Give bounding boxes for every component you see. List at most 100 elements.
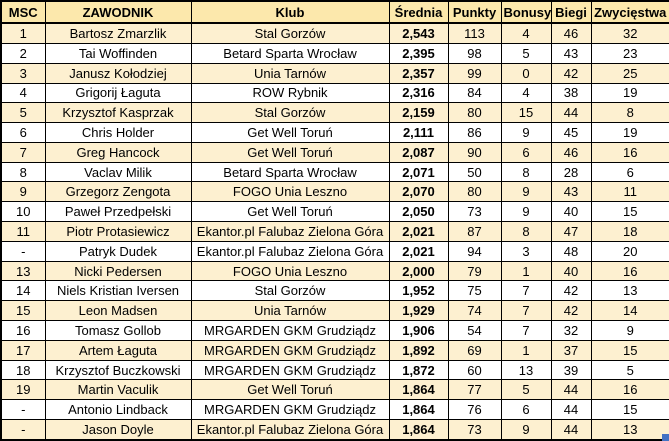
cell-punkty[interactable]: 50 [447,161,502,183]
cell-bonusy[interactable]: 9 [500,419,552,441]
cell-klub[interactable]: MRGARDEN GKM Grudziądz [190,399,390,421]
cell-msc[interactable]: 16 [0,320,46,341]
cell-klub[interactable]: Unia Tarnów [190,300,390,322]
cell-srednia[interactable]: 1,864 [388,379,449,401]
cell-msc[interactable]: 1 [0,22,46,44]
cell-zwyciestwa[interactable]: 14 [590,300,669,322]
cell-biegi[interactable]: 42 [550,280,592,302]
cell-punkty[interactable]: 74 [447,300,502,322]
cell-bonusy[interactable]: 8 [500,161,552,183]
cell-msc[interactable]: 5 [0,102,46,124]
cell-zawodnik[interactable]: Nicki Pedersen [44,260,192,282]
table-resize-handle-icon[interactable] [662,434,669,441]
cell-zwyciestwa[interactable]: 8 [590,102,669,124]
cell-bonusy[interactable]: 15 [500,102,552,124]
cell-bonusy[interactable]: 3 [500,240,552,262]
cell-srednia[interactable]: 2,543 [388,22,449,44]
cell-zwyciestwa[interactable]: 11 [590,181,669,203]
cell-srednia[interactable]: 1,872 [388,359,449,381]
cell-bonusy[interactable]: 7 [500,300,552,322]
cell-bonusy[interactable]: 6 [500,141,552,163]
cell-klub[interactable]: Get Well Toruń [190,141,390,163]
cell-biegi[interactable]: 42 [550,62,592,84]
cell-biegi[interactable]: 28 [550,161,592,183]
cell-zwyciestwa[interactable]: 16 [590,260,669,282]
cell-klub[interactable]: Betard Sparta Wrocław [190,42,390,64]
cell-srednia[interactable]: 1,929 [388,300,449,322]
cell-zwyciestwa[interactable]: 25 [590,62,669,84]
cell-msc[interactable]: 6 [0,122,46,143]
column-header-klub[interactable]: Klub [190,0,390,24]
cell-msc[interactable]: - [0,399,46,421]
cell-bonusy[interactable]: 1 [500,339,552,361]
cell-msc[interactable]: 4 [0,82,46,104]
cell-bonusy[interactable]: 6 [500,399,552,421]
cell-zwyciestwa[interactable]: 16 [590,379,669,401]
cell-klub[interactable]: FOGO Unia Leszno [190,260,390,282]
cell-srednia[interactable]: 1,952 [388,280,449,302]
cell-zawodnik[interactable]: Antonio Lindback [44,399,192,421]
cell-zawodnik[interactable]: Grzegorz Zengota [44,181,192,203]
cell-msc[interactable]: 9 [0,181,46,203]
cell-srednia[interactable]: 2,087 [388,141,449,163]
cell-bonusy[interactable]: 4 [500,82,552,104]
cell-zwyciestwa[interactable]: 16 [590,141,669,163]
cell-klub[interactable]: Stal Gorzów [190,22,390,44]
cell-punkty[interactable]: 69 [447,339,502,361]
cell-zwyciestwa[interactable]: 15 [590,339,669,361]
cell-bonusy[interactable]: 7 [500,280,552,302]
cell-srednia[interactable]: 2,395 [388,42,449,64]
cell-punkty[interactable]: 90 [447,141,502,163]
cell-biegi[interactable]: 46 [550,141,592,163]
column-header-bonusy[interactable]: Bonusy [500,0,552,24]
cell-zawodnik[interactable]: Grigorij Łaguta [44,82,192,104]
cell-klub[interactable]: Unia Tarnów [190,62,390,84]
cell-srednia[interactable]: 2,111 [388,122,449,143]
cell-biegi[interactable]: 43 [550,181,592,203]
cell-msc[interactable]: 3 [0,62,46,84]
cell-zwyciestwa[interactable]: 13 [590,280,669,302]
cell-zwyciestwa[interactable]: 5 [590,359,669,381]
cell-zawodnik[interactable]: Krzysztof Buczkowski [44,359,192,381]
column-header-zawodnik[interactable]: ZAWODNIK [44,0,192,24]
cell-srednia[interactable]: 2,021 [388,221,449,242]
cell-klub[interactable]: Betard Sparta Wrocław [190,161,390,183]
cell-msc[interactable]: 2 [0,42,46,64]
cell-zawodnik[interactable]: Chris Holder [44,122,192,143]
cell-msc[interactable]: 17 [0,339,46,361]
cell-zawodnik[interactable]: Leon Madsen [44,300,192,322]
cell-klub[interactable]: Stal Gorzów [190,102,390,124]
cell-zawodnik[interactable]: Janusz Kołodziej [44,62,192,84]
cell-srednia[interactable]: 2,357 [388,62,449,84]
cell-zawodnik[interactable]: Paweł Przedpełski [44,201,192,223]
cell-srednia[interactable]: 2,070 [388,181,449,203]
cell-zwyciestwa[interactable]: 23 [590,42,669,64]
cell-bonusy[interactable]: 4 [500,22,552,44]
cell-srednia[interactable]: 2,000 [388,260,449,282]
cell-srednia[interactable]: 2,159 [388,102,449,124]
cell-bonusy[interactable]: 7 [500,320,552,341]
cell-biegi[interactable]: 44 [550,399,592,421]
cell-zawodnik[interactable]: Niels Kristian Iversen [44,280,192,302]
cell-punkty[interactable]: 98 [447,42,502,64]
cell-zawodnik[interactable]: Martin Vaculik [44,379,192,401]
cell-punkty[interactable]: 87 [447,221,502,242]
cell-punkty[interactable]: 84 [447,82,502,104]
cell-msc[interactable]: 8 [0,161,46,183]
cell-klub[interactable]: Stal Gorzów [190,280,390,302]
cell-zwyciestwa[interactable]: 15 [590,399,669,421]
cell-klub[interactable]: Get Well Toruń [190,201,390,223]
cell-srednia[interactable]: 2,316 [388,82,449,104]
cell-zwyciestwa[interactable]: 19 [590,122,669,143]
cell-punkty[interactable]: 79 [447,260,502,282]
cell-zwyciestwa[interactable]: 18 [590,221,669,242]
cell-zawodnik[interactable]: Tai Woffinden [44,42,192,64]
cell-msc[interactable]: 11 [0,221,46,242]
cell-bonusy[interactable]: 9 [500,201,552,223]
cell-klub[interactable]: MRGARDEN GKM Grudziądz [190,320,390,341]
cell-zwyciestwa[interactable]: 19 [590,82,669,104]
cell-bonusy[interactable]: 8 [500,221,552,242]
cell-punkty[interactable]: 73 [447,419,502,441]
cell-biegi[interactable]: 44 [550,419,592,441]
cell-bonusy[interactable]: 5 [500,42,552,64]
